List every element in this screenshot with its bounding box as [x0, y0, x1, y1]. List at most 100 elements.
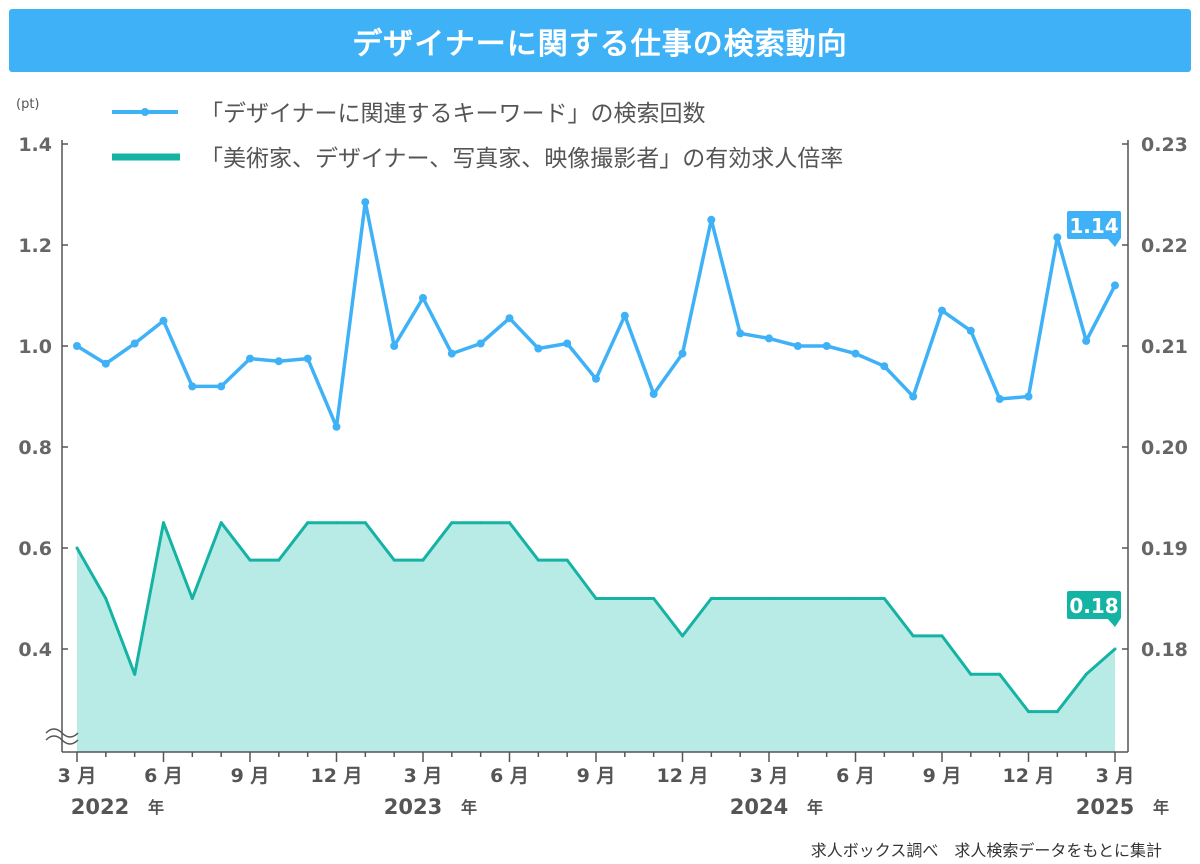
search-line: [76, 200, 1117, 429]
search-point: [188, 382, 197, 391]
ratio-point: [652, 597, 656, 600]
ratio-point: [335, 521, 338, 525]
search-point: [1111, 281, 1119, 290]
x-tick-label: 9 月: [923, 765, 962, 787]
x-tick-label: 6 月: [836, 765, 875, 787]
search-point: [851, 349, 860, 358]
y-left-tick-label: 1.2: [18, 235, 52, 257]
ratio-point: [854, 597, 857, 600]
search-point: [1082, 336, 1091, 345]
search-end-badge-box: [1067, 211, 1121, 239]
ratio-point: [479, 521, 483, 525]
search-point: [678, 349, 687, 358]
search-point: [592, 374, 600, 383]
ratio-point: [536, 558, 540, 562]
x-tick-label: 12 月: [656, 765, 708, 787]
y-right-tick-label: 0.23: [1141, 134, 1188, 156]
search-point: [303, 354, 312, 363]
search-point: [822, 342, 831, 350]
axis-break-mark: [45, 728, 79, 738]
ratio-point: [681, 634, 684, 638]
end-badges: 1.14 0.18: [1067, 211, 1121, 627]
ratio-point: [825, 597, 829, 600]
ratio-point: [277, 558, 281, 562]
x-tick-label: 12 月: [310, 765, 362, 787]
ratio-point: [219, 521, 223, 525]
search-series: [73, 198, 1119, 431]
ratio-end-badge: 0.18: [1067, 591, 1121, 627]
search-end-badge-pointer: [1107, 238, 1121, 247]
ratio-point: [1027, 710, 1030, 714]
search-point: [476, 339, 485, 348]
y-left-tick-label: 0.8: [18, 437, 52, 459]
search-point: [130, 339, 139, 348]
ratio-point: [421, 558, 425, 562]
x-tick-label: 3 月: [404, 765, 443, 787]
ratio-point: [940, 634, 944, 638]
search-point: [246, 354, 254, 363]
ratio-point: [133, 672, 137, 676]
search-point: [534, 344, 543, 353]
x-tick-label: 3 月: [1096, 765, 1135, 787]
search-point: [880, 362, 889, 371]
year-suffix: 年: [148, 798, 164, 817]
search-point: [274, 357, 283, 366]
y-unit-label: (pt): [16, 97, 40, 112]
ratio-point: [911, 634, 915, 638]
search-point: [217, 382, 226, 391]
year-label: 2023: [384, 795, 442, 819]
search-point: [649, 390, 658, 398]
search-point: [390, 342, 399, 350]
search-point: [1024, 392, 1033, 401]
search-point: [361, 198, 370, 207]
search-point: [505, 314, 514, 323]
chart-title: デザイナーに関する仕事の検索動向: [352, 26, 848, 62]
search-point: [332, 422, 341, 431]
axis-break-mark: [45, 735, 79, 745]
ratio-point: [75, 546, 79, 550]
year-label: 2025: [1076, 795, 1134, 819]
x-tick-label: 6 月: [144, 765, 183, 787]
y-right-tick-label: 0.21: [1141, 336, 1188, 358]
ratio-point: [306, 521, 310, 525]
ratio-point: [190, 597, 194, 600]
y-left-tick-label: 0.4: [18, 639, 52, 661]
legend: 「デザイナーに関連するキーワード」の検索回数 「美術家、デザイナー、写真家、映像…: [112, 101, 843, 172]
ratio-point: [565, 558, 569, 562]
search-point: [995, 395, 1004, 403]
ratio-point: [1084, 672, 1088, 676]
search-point: [563, 339, 572, 348]
y-right-tick-label: 0.20: [1141, 437, 1188, 459]
ratio-point: [594, 597, 598, 600]
year-suffix: 年: [807, 798, 823, 817]
legend-search-label: 「デザイナーに関連するキーワード」の検索回数: [200, 101, 706, 127]
search-point: [765, 334, 773, 343]
y-left-tick-label: 1.0: [18, 336, 52, 358]
y-right-tick-label: 0.18: [1141, 639, 1188, 661]
search-point: [1053, 233, 1062, 242]
search-point: [966, 326, 975, 335]
year-suffix: 年: [1153, 798, 1169, 817]
search-point: [419, 294, 427, 302]
ratio-point: [104, 597, 108, 600]
ratio-point: [508, 521, 511, 525]
ratio-point: [1113, 647, 1117, 651]
ratio-point: [796, 597, 800, 600]
legend-ratio-label: 「美術家、デザイナー、写真家、映像撮影者」の有効求人倍率: [200, 146, 843, 172]
y-right-tick-label: 0.19: [1141, 538, 1188, 560]
x-tick-label: 9 月: [577, 765, 616, 787]
axes: 1.4 1.2 1.0 0.8 0.6 0.4 0.23 0.22 0.21 0.20 0.19 0.…: [18, 134, 1188, 819]
year-suffix: 年: [461, 798, 477, 817]
ratio-point: [392, 558, 396, 562]
ratio-point: [998, 672, 1002, 676]
search-point: [938, 306, 946, 315]
ratio-area: [77, 522, 1115, 752]
x-tick-label: 12 月: [1002, 765, 1054, 787]
search-point: [447, 349, 456, 358]
ratio-point: [767, 597, 771, 600]
ratio-point: [623, 597, 627, 600]
ratio-series: [75, 521, 1117, 752]
y-left-tick-label: 0.6: [18, 538, 52, 560]
search-end-badge-label: 1.14: [1069, 214, 1118, 238]
